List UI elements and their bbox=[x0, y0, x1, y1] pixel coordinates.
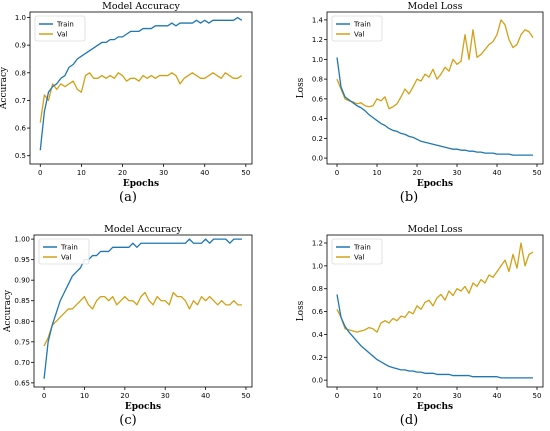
x-tick-label-b: 20 bbox=[413, 169, 422, 177]
x-tick-label-c: 30 bbox=[161, 392, 170, 400]
y-tick-label-c: 0.95 bbox=[14, 256, 30, 264]
y-tick-label-a: 0.8 bbox=[15, 69, 26, 77]
x-tick-label-c: 40 bbox=[201, 392, 210, 400]
chart-a: Model Accuracy 0 10 20 30 40 50 0.5 0.6 0.7 0.8 0.9… bbox=[0, 1, 253, 189]
x-tick-label-c: 10 bbox=[80, 392, 89, 400]
y-tick-label-d: 0.6 bbox=[312, 308, 324, 316]
y-tick-label-a: 0.9 bbox=[15, 42, 26, 50]
chart-b: Model Loss 0 10 20 30 40 50 0.0 0.2 0.4 0.6 0.8 1.0 1… bbox=[296, 1, 544, 189]
x-tick-label-d: 0 bbox=[335, 392, 339, 400]
y-tick-label-b: 0.8 bbox=[312, 76, 323, 84]
legend-label-train-c: Train bbox=[60, 244, 78, 252]
y-tick-label-c: 0.65 bbox=[14, 379, 30, 387]
y-axis-label-d: Loss bbox=[296, 300, 306, 321]
x-tick-label-a: 30 bbox=[159, 169, 168, 177]
x-tick-label-a: 20 bbox=[118, 169, 127, 177]
x-axis-label-c: Epochs bbox=[125, 402, 161, 412]
x-axis-label-a: Epochs bbox=[123, 179, 159, 189]
series-line-train-a bbox=[39, 16, 243, 151]
x-tick-label-c: 0 bbox=[42, 392, 46, 400]
series-line-train-d bbox=[336, 294, 533, 379]
chart-title-c: Model Accuracy bbox=[104, 224, 182, 235]
x-tick-label-b: 0 bbox=[335, 169, 339, 177]
caption-a: (a) bbox=[119, 190, 137, 205]
y-tick-label-d: 1.0 bbox=[312, 262, 323, 270]
plot-frame-a bbox=[29, 11, 253, 165]
x-tick-label-b: 40 bbox=[493, 169, 502, 177]
series-line-val-c bbox=[43, 291, 242, 347]
plot-frame-c bbox=[33, 234, 253, 388]
x-tick-label-d: 30 bbox=[453, 392, 462, 400]
series-line-train-b bbox=[336, 57, 533, 156]
chart-d: Model Loss 0 10 20 30 40 50 0.0 0.2 0.4 0.6 0.8 1.0 1… bbox=[296, 224, 544, 412]
series-line-val-d bbox=[336, 242, 534, 333]
x-tick-label-b: 50 bbox=[533, 169, 542, 177]
x-tick-label-c: 20 bbox=[120, 392, 129, 400]
y-tick-label-a: 0.6 bbox=[15, 125, 27, 133]
x-tick-label-d: 50 bbox=[533, 392, 542, 400]
x-tick-label-d: 40 bbox=[493, 392, 502, 400]
y-tick-label-d: 0.2 bbox=[312, 354, 323, 362]
plot-frame-d bbox=[326, 234, 544, 388]
x-tick-label-b: 10 bbox=[373, 169, 382, 177]
x-tick-label-c: 50 bbox=[241, 392, 250, 400]
legend-label-train-d: Train bbox=[353, 244, 371, 252]
legend-label-val-c: Val bbox=[61, 254, 72, 262]
legend-label-val-a: Val bbox=[57, 31, 68, 39]
x-tick-label-a: 50 bbox=[241, 169, 250, 177]
series-line-train-c bbox=[43, 238, 242, 379]
y-tick-label-a: 0.7 bbox=[15, 97, 26, 105]
y-tick-label-b: 0.4 bbox=[312, 115, 324, 123]
y-tick-label-c: 0.70 bbox=[14, 359, 30, 367]
caption-d: (d) bbox=[399, 413, 419, 428]
caption-c: (c) bbox=[119, 413, 137, 428]
plot-frame-b bbox=[326, 11, 544, 165]
y-tick-label-c: 0.80 bbox=[14, 318, 30, 326]
y-tick-label-d: 0.8 bbox=[312, 285, 323, 293]
x-axis-label-b: Epochs bbox=[417, 179, 453, 189]
y-tick-label-c: 0.75 bbox=[14, 338, 30, 346]
x-tick-label-a: 0 bbox=[38, 169, 42, 177]
y-tick-label-d: 0.4 bbox=[312, 331, 324, 339]
series-line-val-b bbox=[336, 19, 534, 110]
y-axis-label-a: Accuracy bbox=[0, 66, 9, 110]
chart-c: Model Accuracy 0 10 20 30 40 50 0.65 0.70 0.75 0.8… bbox=[3, 224, 253, 412]
y-tick-label-b: 0.2 bbox=[312, 135, 323, 143]
y-tick-label-b: 1.0 bbox=[312, 56, 323, 64]
y-axis-label-c: Accuracy bbox=[3, 289, 13, 333]
legend-label-train-a: Train bbox=[56, 21, 74, 29]
y-tick-label-d: 1.2 bbox=[312, 240, 323, 248]
y-tick-label-b: 0.0 bbox=[312, 155, 323, 163]
y-tick-label-d: 0.0 bbox=[312, 377, 323, 385]
caption-b: (b) bbox=[399, 190, 419, 205]
x-tick-label-a: 40 bbox=[200, 169, 209, 177]
y-tick-label-b: 0.6 bbox=[312, 95, 324, 103]
y-tick-label-a: 0.5 bbox=[15, 152, 26, 160]
y-tick-label-b: 1.2 bbox=[312, 36, 323, 44]
legend-label-train-b: Train bbox=[353, 21, 371, 29]
legend-label-val-b: Val bbox=[354, 31, 365, 39]
chart-title-a: Model Accuracy bbox=[102, 1, 180, 12]
x-tick-label-b: 30 bbox=[453, 169, 462, 177]
x-tick-label-d: 10 bbox=[373, 392, 382, 400]
series-line-val-a bbox=[39, 72, 243, 123]
y-tick-label-c: 1.00 bbox=[14, 236, 30, 244]
x-tick-label-d: 20 bbox=[413, 392, 422, 400]
y-tick-label-b: 1.4 bbox=[312, 16, 324, 24]
y-tick-label-c: 0.85 bbox=[14, 297, 30, 305]
y-axis-label-b: Loss bbox=[296, 77, 306, 98]
chart-title-d: Model Loss bbox=[408, 224, 463, 235]
x-axis-label-d: Epochs bbox=[417, 402, 453, 412]
x-tick-label-a: 10 bbox=[77, 169, 86, 177]
y-tick-label-a: 1.0 bbox=[15, 14, 26, 22]
chart-title-b: Model Loss bbox=[408, 1, 463, 12]
legend-label-val-d: Val bbox=[354, 254, 365, 262]
y-tick-label-c: 0.90 bbox=[14, 277, 30, 285]
